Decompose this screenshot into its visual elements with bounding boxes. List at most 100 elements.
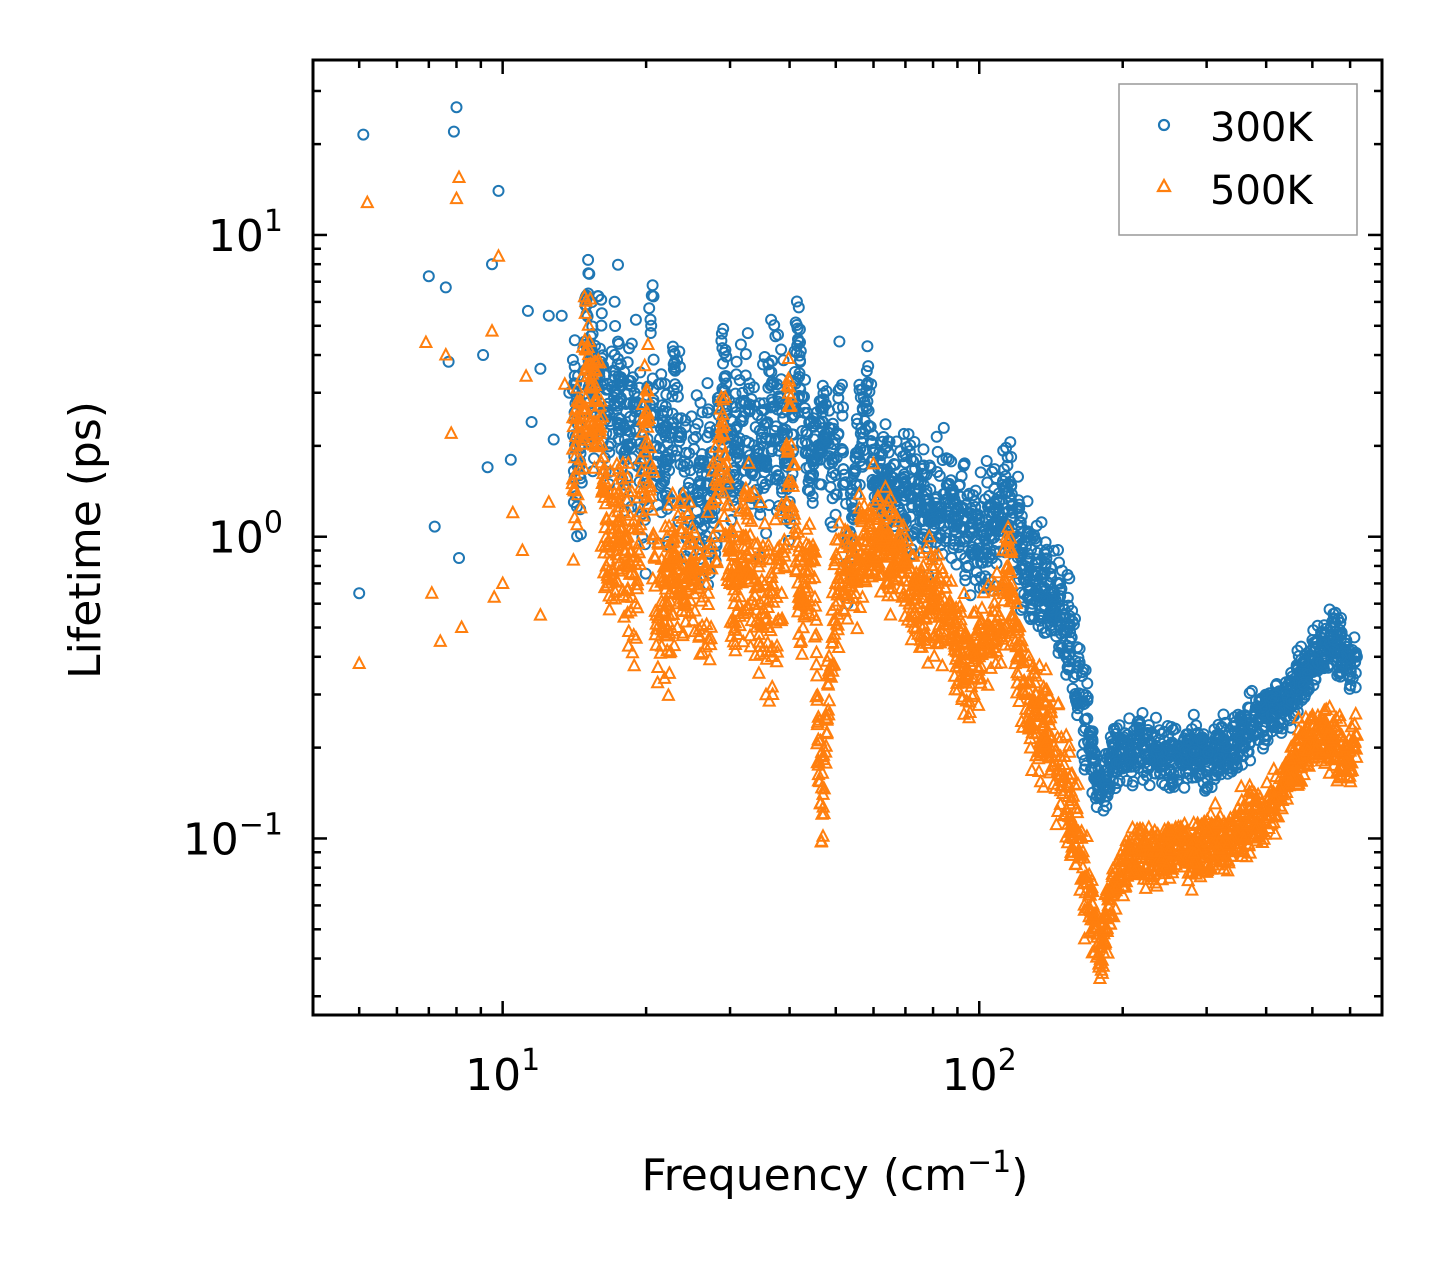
data-point-300K — [860, 378, 873, 391]
data-point-300K — [1119, 727, 1131, 740]
data-point-500K — [891, 513, 906, 528]
data-point-300K — [442, 355, 455, 368]
data-point-500K — [989, 564, 1005, 579]
data-point-500K — [1074, 823, 1089, 837]
data-point-500K — [698, 638, 714, 653]
data-point-500K — [662, 644, 677, 659]
data-point-500K — [866, 455, 881, 470]
data-point-500K — [959, 692, 974, 707]
data-point-500K — [1073, 882, 1088, 896]
data-point-300K — [668, 356, 681, 369]
data-point-300K — [1056, 564, 1068, 577]
data-point-300K — [768, 319, 781, 332]
data-point-500K — [1021, 647, 1036, 662]
data-point-500K — [742, 526, 758, 541]
data-point-500K — [667, 637, 682, 652]
data-point-500K — [726, 595, 742, 610]
data-point-300K — [876, 466, 889, 479]
data-point-500K — [751, 633, 767, 648]
data-point-300K — [751, 445, 764, 457]
data-point-500K — [758, 612, 774, 627]
data-point-500K — [831, 639, 846, 653]
data-point-500K — [657, 604, 672, 618]
data-point-300K — [788, 402, 801, 415]
data-point-500K — [935, 657, 950, 672]
data-point-300K — [1188, 734, 1201, 746]
data-point-500K — [680, 506, 695, 520]
data-point-500K — [685, 612, 701, 627]
data-point-300K — [609, 365, 622, 378]
data-point-300K — [1144, 753, 1156, 766]
data-point-500K — [880, 587, 896, 602]
data-point-300K — [758, 419, 770, 432]
data-point-300K — [1006, 512, 1019, 525]
data-point-300K — [611, 399, 623, 412]
data-point-500K — [782, 372, 797, 387]
data-point-500K — [765, 686, 780, 700]
data-point-500K — [729, 519, 745, 533]
data-point-500K — [1100, 944, 1116, 959]
data-point-500K — [1028, 704, 1043, 718]
data-point-300K — [717, 322, 730, 335]
data-point-500K — [654, 621, 670, 636]
data-point-300K — [782, 534, 795, 547]
data-point-500K — [879, 575, 894, 590]
data-point-300K — [1005, 451, 1018, 463]
data-point-300K — [1244, 754, 1257, 767]
data-point-300K — [881, 440, 894, 453]
data-point-300K — [868, 475, 881, 488]
data-point-500K — [1291, 721, 1306, 736]
data-point-300K — [656, 477, 669, 490]
data-point-500K — [1256, 800, 1271, 814]
data-point-500K — [1009, 595, 1024, 610]
data-point-500K — [880, 493, 896, 507]
data-point-300K — [1028, 532, 1041, 545]
data-point-300K — [974, 466, 987, 479]
data-point-300K — [966, 548, 979, 561]
data-point-300K — [1038, 626, 1051, 639]
data-point-300K — [667, 363, 680, 376]
data-point-300K — [1344, 679, 1357, 691]
data-point-500K — [621, 623, 636, 637]
data-point-300K — [941, 478, 954, 491]
data-point-300K — [875, 449, 888, 462]
data-point-300K — [1055, 620, 1068, 633]
data-point-300K — [754, 508, 767, 521]
data-point-300K — [671, 390, 684, 403]
data-point-500K — [788, 561, 804, 576]
data-point-500K — [914, 639, 930, 653]
data-point-300K — [794, 354, 806, 367]
data-point-500K — [639, 488, 655, 503]
data-point-500K — [761, 584, 776, 599]
data-point-300K — [1246, 719, 1259, 732]
data-point-500K — [819, 725, 834, 740]
data-point-500K — [629, 580, 645, 595]
data-point-500K — [926, 560, 941, 575]
data-point-500K — [438, 346, 453, 361]
data-point-500K — [900, 611, 915, 626]
data-point-500K — [975, 632, 990, 646]
data-point-500K — [665, 485, 680, 500]
data-point-300K — [692, 488, 705, 500]
data-point-300K — [1048, 590, 1060, 603]
data-point-300K — [1071, 709, 1084, 722]
data-point-500K — [953, 623, 969, 638]
data-point-500K — [794, 646, 810, 660]
data-point-500K — [577, 332, 593, 346]
data-point-300K — [1188, 745, 1200, 758]
data-point-500K — [765, 678, 780, 693]
data-point-300K — [971, 508, 983, 521]
data-point-300K — [592, 290, 605, 303]
data-point-300K — [679, 414, 692, 427]
data-point-500K — [836, 585, 851, 599]
data-point-300K — [1205, 781, 1218, 794]
data-point-300K — [734, 338, 747, 351]
data-point-500K — [706, 454, 721, 469]
data-point-300K — [715, 334, 728, 347]
data-point-500K — [795, 590, 811, 604]
data-point-300K — [1038, 546, 1051, 559]
data-point-300K — [1040, 543, 1053, 556]
data-point-500K — [825, 584, 840, 599]
data-point-500K — [505, 504, 520, 519]
data-point-300K — [846, 484, 859, 497]
